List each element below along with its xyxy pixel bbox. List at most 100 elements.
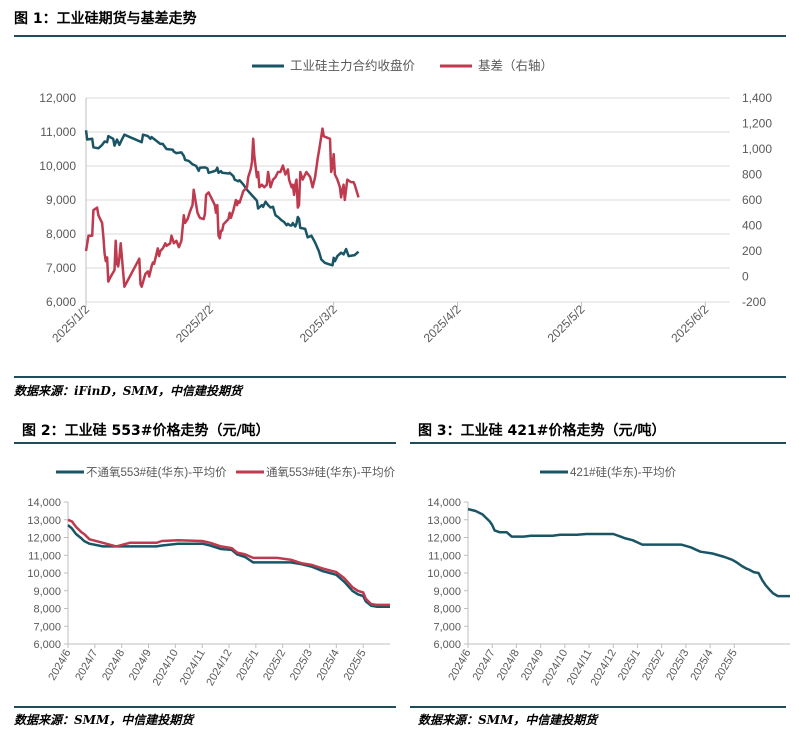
figure-2-title: 图 2：工业硅 553#价格走势（元/吨） xyxy=(22,423,270,439)
chart-3-x-tick-label: 2024/6 xyxy=(446,648,473,683)
chart-3-y-tick-label: 7,000 xyxy=(433,621,461,633)
chart-3-x-tick-label: 2025/2 xyxy=(640,648,667,683)
figure-3-bottom-rule xyxy=(410,706,786,708)
chart-1-right-y-tick-label: 800 xyxy=(742,168,762,182)
chart-2: 6,000 7,000 8,000 9,000 10,000 11,000 12,000 13… xyxy=(27,465,396,688)
chart-2-legend-label: 通氧553#硅(华东)-平均价 xyxy=(266,465,396,479)
chart-1-x-tick-label: 2025/4/2 xyxy=(421,302,464,345)
chart-1-legend: 工业硅主力合约收盘价 基差（右轴） xyxy=(252,58,553,73)
figure-1-source: 数据来源：iFinD，SMM，中信建投期货 xyxy=(14,384,243,398)
chart-1-x-tick-labels: 2025/1/2 2025/2/2 2025/3/2 2025/4/2 2025/5/2… xyxy=(49,302,711,345)
chart-3-legend: 421#硅(华东)-平均价 xyxy=(540,465,677,479)
chart-1-right-y-tick-label: 400 xyxy=(742,219,762,233)
chart-3-axes xyxy=(464,501,790,648)
chart-1-left-y-tick-labels: 6,000 7,000 8,000 9,000 10,000 11,000 12,000 xyxy=(39,91,76,309)
chart-1-left-y-tick-label: 7,000 xyxy=(46,261,76,275)
chart-1-axes xyxy=(85,98,706,307)
figure-1-bottom-rule xyxy=(14,376,786,378)
chart-2-x-tick-label: 2024/7 xyxy=(73,648,100,683)
chart-2-x-tick-label: 2025/1 xyxy=(234,648,261,683)
chart-3-x-tick-labels: 2024/62024/72024/82024/92024/102024/1120… xyxy=(446,648,740,688)
chart-1-x-tick-label: 2025/3/2 xyxy=(297,302,340,345)
chart-1-right-y-tick-label: 200 xyxy=(742,244,762,258)
chart-3-series-line-1 xyxy=(467,507,790,598)
chart-1-left-y-tick-label: 9,000 xyxy=(46,193,76,207)
chart-1-x-tick-label: 2025/2/2 xyxy=(173,302,216,345)
chart-2-x-tick-label: 2024/11 xyxy=(178,648,208,688)
chart-3-x-tick-label: 2025/4 xyxy=(688,648,715,683)
chart-2-x-tick-label: 2024/10 xyxy=(151,648,181,688)
chart-2-axes xyxy=(64,501,390,648)
chart-1-legend-label: 基差（右轴） xyxy=(478,58,553,73)
figure-3-top-rule xyxy=(410,442,786,444)
chart-3-y-tick-label: 10,000 xyxy=(427,568,461,580)
chart-3-legend-label: 421#硅(华东)-平均价 xyxy=(570,465,677,479)
chart-1-right-y-tick-label: 1,400 xyxy=(742,91,772,105)
chart-1-right-y-tick-label: 1,200 xyxy=(742,117,772,131)
chart-3-x-tick-label: 2025/1 xyxy=(616,648,643,683)
chart-2-y-tick-label: 12,000 xyxy=(27,533,61,545)
chart-3-y-tick-label: 14,000 xyxy=(427,497,461,509)
chart-2-x-tick-label: 2025/4 xyxy=(315,648,342,683)
chart-1-left-y-tick-label: 11,000 xyxy=(40,125,76,139)
chart-3-y-tick-labels: 6,000 7,000 8,000 9,000 10,000 11,000 12,000 13… xyxy=(427,497,461,651)
figure-1-top-rule xyxy=(14,35,786,37)
chart-2-x-tick-labels: 2024/6 2024/7 2024/8 2024/92024/102024/1120… xyxy=(46,648,368,688)
chart-1-series-basis-line xyxy=(84,127,360,288)
figure-1-title: 图 1：工业硅期货与基差走势 xyxy=(14,11,197,27)
chart-3-y-tick-label: 6,000 xyxy=(433,639,461,651)
chart-2-y-tick-label: 7,000 xyxy=(33,621,61,633)
chart-1-gridlines xyxy=(86,97,730,303)
chart-2-legend: 不通氧553#硅(华东)-平均价 通氧553#硅(华东)-平均价 xyxy=(56,465,396,479)
chart-1-x-tick-label: 2025/6/2 xyxy=(668,302,711,345)
chart-2-x-tick-label: 2024/9 xyxy=(127,648,154,683)
chart-2-y-tick-label: 13,000 xyxy=(27,515,61,527)
chart-2-series xyxy=(67,518,390,608)
figure-2-top-rule xyxy=(14,442,396,444)
chart-2-x-tick-label: 2025/5 xyxy=(342,648,369,683)
chart-3-x-tick-label: 2024/7 xyxy=(471,648,498,683)
chart-3-y-tick-label: 11,000 xyxy=(428,550,461,562)
chart-3-x-tick-label: 2025/3 xyxy=(664,648,691,683)
chart-2-y-tick-label: 11,000 xyxy=(28,550,61,562)
chart-2-series-line-2 xyxy=(67,518,390,607)
chart-1: 6,000 7,000 8,000 9,000 10,000 11,000 12,000 -… xyxy=(39,58,772,345)
chart-1-right-y-tick-label: 600 xyxy=(742,193,762,207)
chart-3-y-tick-label: 13,000 xyxy=(427,515,461,527)
figure-2-source: 数据来源：SMM，中信建投期货 xyxy=(14,713,194,727)
chart-1-x-tick-label: 2025/5/2 xyxy=(545,302,588,345)
chart-2-y-tick-label: 9,000 xyxy=(33,586,61,598)
chart-1-left-y-tick-label: 6,000 xyxy=(46,295,76,309)
chart-2-y-tick-labels: 6,000 7,000 8,000 9,000 10,000 11,000 12,000 13… xyxy=(27,497,61,651)
chart-1-left-y-tick-label: 8,000 xyxy=(46,227,76,241)
chart-1-right-y-tick-label: 0 xyxy=(742,270,749,284)
figure-2-bottom-rule xyxy=(14,706,396,708)
chart-2-y-tick-label: 6,000 xyxy=(33,639,61,651)
chart-3-y-tick-label: 9,000 xyxy=(433,586,461,598)
chart-1-series xyxy=(84,127,360,288)
chart-2-y-tick-label: 8,000 xyxy=(33,604,61,616)
chart-1-left-y-tick-label: 10,000 xyxy=(39,159,76,173)
chart-2-series-line-1 xyxy=(67,524,390,608)
chart-2-x-tick-label: 2024/12 xyxy=(204,648,234,688)
chart-2-legend-label: 不通氧553#硅(华东)-平均价 xyxy=(86,465,227,479)
chart-1-left-y-tick-label: 12,000 xyxy=(39,91,76,105)
chart-3-x-tick-label: 2024/8 xyxy=(495,648,522,683)
chart-3-y-tick-label: 8,000 xyxy=(433,604,461,616)
chart-3-series xyxy=(467,507,790,598)
chart-2-x-tick-label: 2024/6 xyxy=(46,648,73,683)
chart-1-series-close-price-line xyxy=(84,130,360,267)
chart-2-y-tick-label: 14,000 xyxy=(27,497,61,509)
chart-1-right-y-tick-label: 1,000 xyxy=(742,142,772,156)
chart-2-x-tick-label: 2025/2 xyxy=(261,648,288,683)
chart-1-legend-label: 工业硅主力合约收盘价 xyxy=(290,58,416,73)
chart-3-x-tick-label: 2025/5 xyxy=(713,648,740,683)
chart-2-y-tick-label: 10,000 xyxy=(27,568,61,580)
chart-2-x-tick-label: 2025/3 xyxy=(288,648,315,683)
figure-3-source: 数据来源：SMM，中信建投期货 xyxy=(418,713,598,727)
chart-3: 6,000 7,000 8,000 9,000 10,000 11,000 12,000 13… xyxy=(427,465,790,688)
chart-3-y-tick-label: 12,000 xyxy=(427,533,461,545)
chart-1-right-y-tick-label: -200 xyxy=(742,295,766,309)
chart-1-right-y-tick-labels: -200 0 200 400 600 800 1,000 1,200 1,400 xyxy=(742,91,772,309)
chart-2-x-tick-label: 2024/8 xyxy=(100,648,127,683)
